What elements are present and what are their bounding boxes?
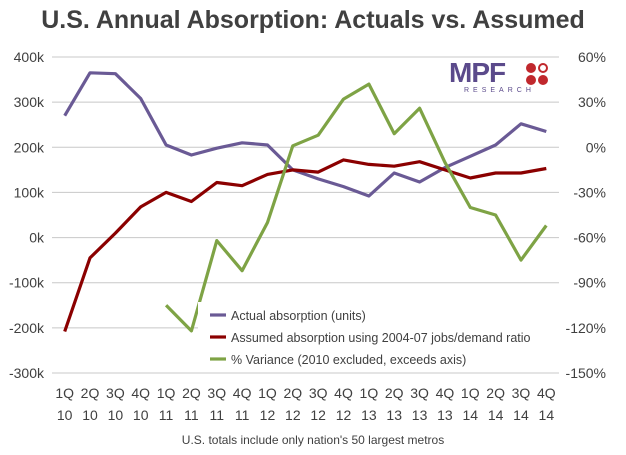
- left-tick-label: -200k: [9, 320, 45, 336]
- x-tick-quarter: 4Q: [131, 385, 150, 401]
- x-tick-year: 10: [82, 407, 98, 423]
- x-tick-year: 14: [513, 407, 529, 423]
- x-tick-year: 10: [57, 407, 73, 423]
- x-tick-year: 12: [260, 407, 276, 423]
- x-tick-quarter: 1Q: [461, 385, 480, 401]
- right-tick-label: 30%: [578, 94, 606, 110]
- legend: Actual absorption (units) Assumed absorpt…: [198, 302, 562, 371]
- series-lines: [63, 71, 548, 333]
- x-tick-quarter: 4Q: [537, 385, 556, 401]
- x-tick-year: 10: [108, 407, 124, 423]
- x-tick-quarter: 1Q: [258, 385, 277, 401]
- right-tick-label: -60%: [573, 230, 606, 246]
- legend-background: [198, 302, 562, 371]
- mpf-research-logo: MPF RESEARCH: [449, 59, 553, 95]
- series-line: [63, 158, 547, 333]
- x-tick-quarter: 1Q: [360, 385, 379, 401]
- x-tick-quarter: 3Q: [512, 385, 531, 401]
- left-tick-label: 400k: [14, 49, 45, 65]
- right-tick-label: 60%: [578, 49, 606, 65]
- x-tick-year: 11: [235, 407, 250, 423]
- x-tick-year: 10: [133, 407, 149, 423]
- x-tick-quarter: 4Q: [334, 385, 353, 401]
- x-tick-year: 12: [285, 407, 301, 423]
- x-tick-year: 12: [310, 407, 326, 423]
- x-tick-year: 13: [412, 407, 428, 423]
- x-tick-year: 13: [361, 407, 377, 423]
- x-tick-quarter: 3Q: [410, 385, 429, 401]
- left-tick-label: 0k: [29, 230, 45, 246]
- x-tick-quarter: 1Q: [157, 385, 176, 401]
- x-tick-year: 12: [336, 407, 352, 423]
- x-tick-year: 11: [184, 407, 199, 423]
- left-tick-label: 200k: [14, 139, 45, 155]
- x-tick-quarter: 4Q: [436, 385, 455, 401]
- logo-subtext: RESEARCH: [464, 87, 535, 94]
- x-tick-quarter: 3Q: [106, 385, 125, 401]
- right-tick-label: -30%: [573, 184, 606, 200]
- x-tick-year: 14: [488, 407, 504, 423]
- chart-title: U.S. Annual Absorption: Actuals vs. Assu…: [41, 6, 585, 34]
- x-tick-quarter: 2Q: [81, 385, 100, 401]
- series-line: [164, 82, 548, 333]
- legend-label: % Variance (2010 excluded, exceeds axis): [231, 353, 466, 367]
- x-tick-year: 14: [462, 407, 478, 423]
- logo-dots-icon: [526, 63, 550, 87]
- right-tick-label: 0%: [586, 139, 606, 155]
- left-tick-label: 100k: [14, 184, 45, 200]
- x-tick-quarter: 2Q: [486, 385, 505, 401]
- right-tick-label: -150%: [566, 365, 606, 381]
- x-tick-year: 11: [159, 407, 174, 423]
- left-tick-label: 300k: [14, 94, 45, 110]
- left-tick-label: -100k: [9, 275, 45, 291]
- x-tick-quarter: 3Q: [309, 385, 328, 401]
- right-axis-ticks: 60% 30% 0% -30% -60% -90% -120% -150%: [566, 49, 606, 381]
- legend-label: Actual absorption (units): [231, 309, 366, 323]
- x-axis-ticks: 1Q 10 2Q 10 3Q 10 4Q 10 1Q 11 2Q 11 3Q 11 4Q 11 1Q 12 2Q 12…: [55, 385, 555, 423]
- x-tick-year: 13: [386, 407, 402, 423]
- x-tick-quarter: 2Q: [182, 385, 201, 401]
- footnote: U.S. totals include only nation's 50 lar…: [181, 433, 445, 447]
- series-line: [63, 71, 547, 198]
- x-tick-year: 11: [210, 407, 225, 423]
- x-tick-quarter: 4Q: [233, 385, 252, 401]
- x-tick-quarter: 3Q: [207, 385, 226, 401]
- x-tick-year: 14: [539, 407, 555, 423]
- left-axis-ticks: 400k 300k 200k 100k 0k -100k -200k -300k: [9, 49, 45, 381]
- right-tick-label: -90%: [573, 275, 606, 291]
- legend-label: Assumed absorption using 2004-07 jobs/de…: [231, 331, 531, 345]
- x-tick-year: 13: [437, 407, 453, 423]
- x-tick-quarter: 2Q: [283, 385, 302, 401]
- logo-text: MPF: [449, 57, 506, 88]
- x-tick-quarter: 1Q: [55, 385, 74, 401]
- right-tick-label: -120%: [566, 320, 606, 336]
- left-tick-label: -300k: [9, 365, 45, 381]
- x-tick-quarter: 2Q: [385, 385, 404, 401]
